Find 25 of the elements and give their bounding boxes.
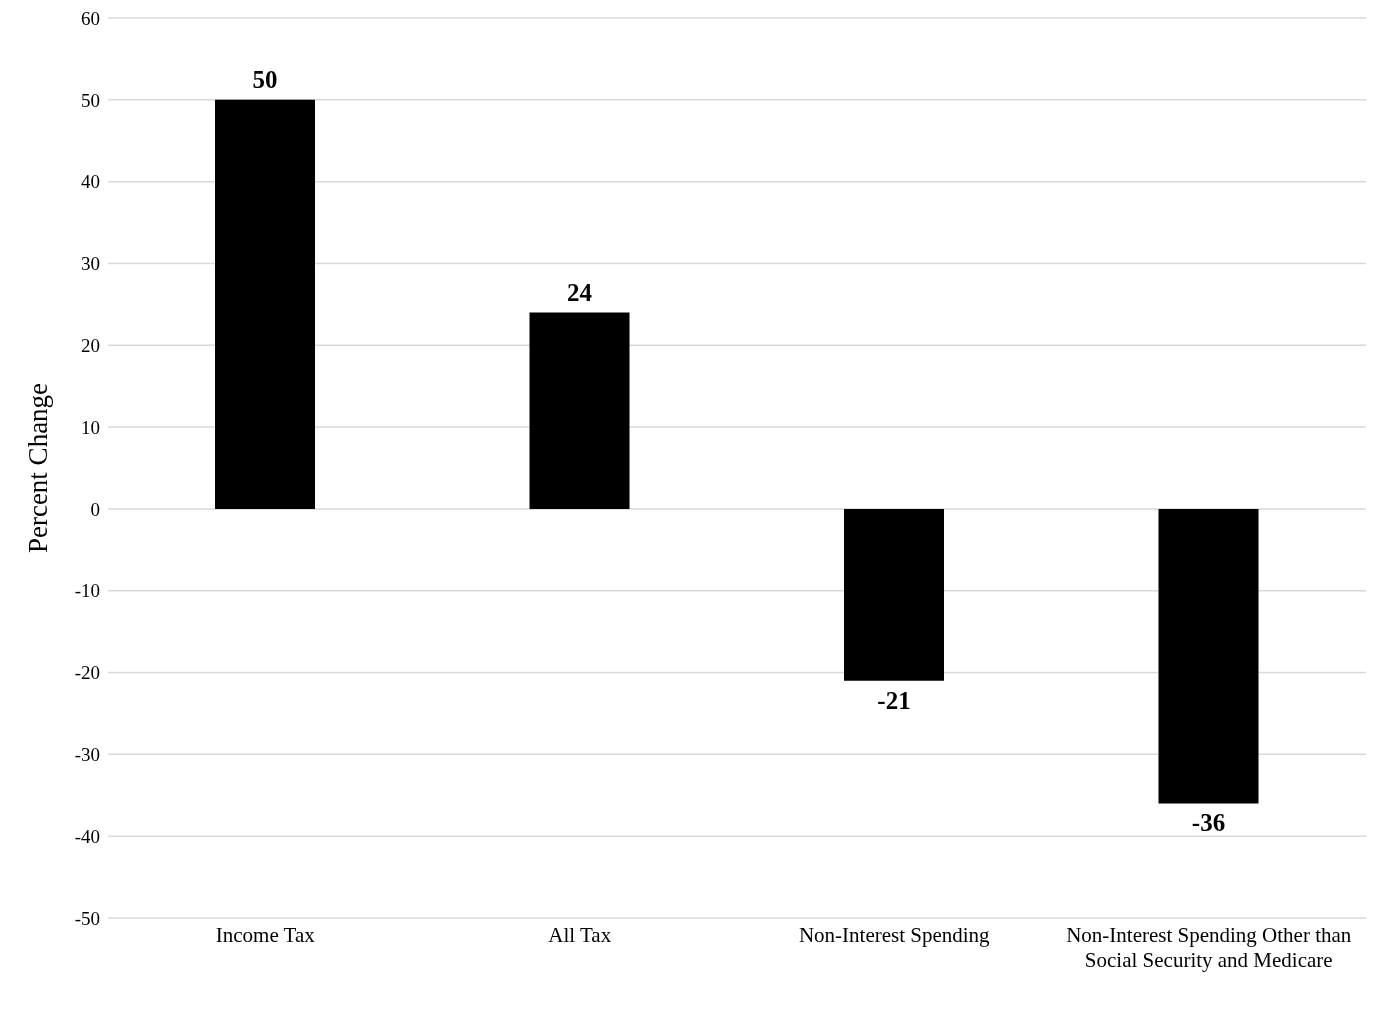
data-label: -36 bbox=[1191, 809, 1226, 837]
y-tick-label: 20 bbox=[81, 335, 100, 357]
y-tick-label: 50 bbox=[81, 89, 100, 111]
y-tick-label: -30 bbox=[74, 744, 100, 766]
bar bbox=[1158, 508, 1259, 804]
bar bbox=[844, 508, 944, 681]
bar bbox=[215, 99, 315, 509]
data-label: -21 bbox=[877, 686, 911, 714]
y-tick-label: 30 bbox=[81, 253, 100, 275]
y-tick-label: 60 bbox=[81, 7, 100, 29]
x-tick-label: All Tax bbox=[548, 923, 612, 947]
y-tick-label: -40 bbox=[74, 825, 100, 847]
y-tick-label: 0 bbox=[90, 498, 100, 520]
y-axis-title: Percent Change bbox=[22, 382, 53, 554]
bar bbox=[529, 312, 630, 509]
y-tick-label: -10 bbox=[74, 580, 100, 602]
x-tick-label: Non-Interest Spending Other than Social Security and Medicare bbox=[1066, 923, 1352, 972]
y-tick-label: -50 bbox=[74, 907, 100, 929]
data-label: 24 bbox=[567, 278, 593, 306]
data-label: 50 bbox=[252, 65, 278, 93]
x-tick-label: Non-Interest Spending bbox=[798, 923, 991, 947]
y-tick-label: 40 bbox=[81, 171, 100, 193]
y-tick-label: 10 bbox=[81, 416, 100, 438]
x-tick-label: Income Tax bbox=[215, 923, 316, 947]
y-tick-label: -20 bbox=[74, 662, 100, 684]
